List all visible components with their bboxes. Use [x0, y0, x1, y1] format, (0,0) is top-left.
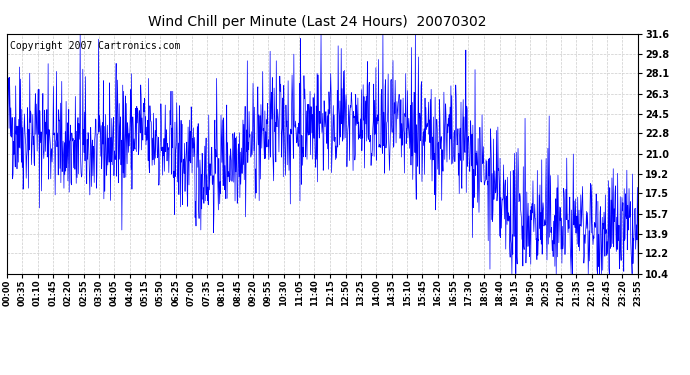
Text: Wind Chill per Minute (Last 24 Hours)  20070302: Wind Chill per Minute (Last 24 Hours) 20… — [148, 15, 486, 29]
Text: Copyright 2007 Cartronics.com: Copyright 2007 Cartronics.com — [10, 41, 180, 51]
